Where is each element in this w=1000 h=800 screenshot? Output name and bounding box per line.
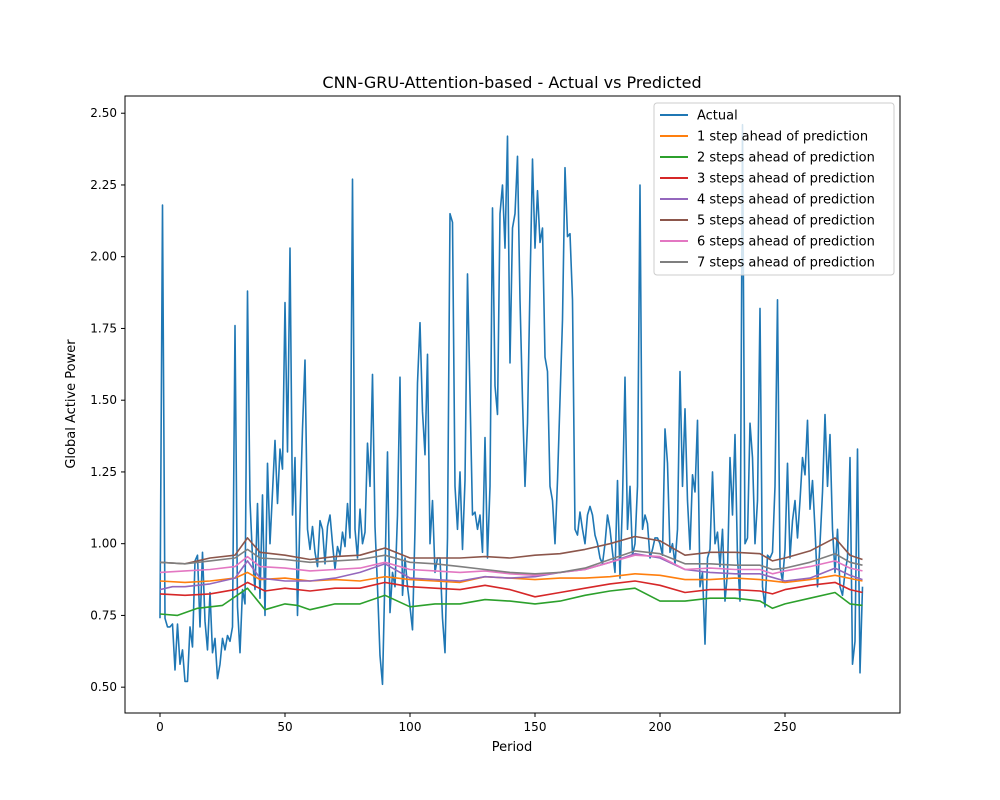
legend: Actual 1 step ahead of prediction 2 steps … <box>653 102 895 276</box>
x-tick-label-2: 100 <box>399 720 422 734</box>
y-tick-label-8: 2.50 <box>90 106 117 120</box>
y-tick-label-5: 1.75 <box>90 321 117 335</box>
y-tick-label-1: 0.75 <box>90 608 117 622</box>
chart-title: CNN-GRU-Attention-based - Actual vs Pred… <box>322 73 701 92</box>
legend-label-0: Actual <box>697 109 738 124</box>
series-line-0 <box>159 123 864 686</box>
x-tick-label-5: 250 <box>774 720 797 734</box>
x-tick-label-4: 200 <box>649 720 672 734</box>
y-tick-label-4: 1.50 <box>90 393 117 407</box>
legend-label-2: 2 steps ahead of prediction <box>697 151 875 166</box>
legend-label-6: 6 steps ahead of prediction <box>697 235 875 250</box>
x-tick-label-1: 50 <box>277 720 292 734</box>
series-line-7 <box>159 548 863 575</box>
series-line-3 <box>159 580 863 598</box>
legend-label-5: 5 steps ahead of prediction <box>697 214 875 229</box>
y-tick-label-0: 0.50 <box>90 680 117 694</box>
y-tick-label-3: 1.25 <box>90 465 117 479</box>
y-axis-label: Global Active Power <box>64 339 79 469</box>
series-line-5 <box>159 535 863 565</box>
y-tick-label-2: 1.00 <box>90 537 117 551</box>
legend-label-7: 7 steps ahead of prediction <box>697 256 875 271</box>
x-tick-label-3: 150 <box>524 720 547 734</box>
y-tick-label-7: 2.25 <box>90 178 117 192</box>
plot-frame <box>124 95 901 714</box>
legend-label-4: 4 steps ahead of prediction <box>697 193 875 208</box>
legend-label-3: 3 steps ahead of prediction <box>697 172 875 187</box>
series-line-4 <box>159 552 863 591</box>
y-tick-label-6: 2.00 <box>90 250 117 264</box>
x-axis-label: Period <box>492 740 533 755</box>
legend-label-1: 1 step ahead of prediction <box>697 130 868 145</box>
x-tick-label-0: 0 <box>156 720 164 734</box>
x-axis-ticks: 0 50 100 150 200 250 <box>156 713 796 734</box>
y-axis-ticks: 0.50 0.75 1.00 1.25 1.50 1.75 2.00 2.25 2.50 <box>90 106 125 694</box>
series-line-6 <box>159 554 863 577</box>
legend-box <box>653 102 895 276</box>
series-line-2 <box>159 587 863 617</box>
series-layer <box>159 123 864 686</box>
